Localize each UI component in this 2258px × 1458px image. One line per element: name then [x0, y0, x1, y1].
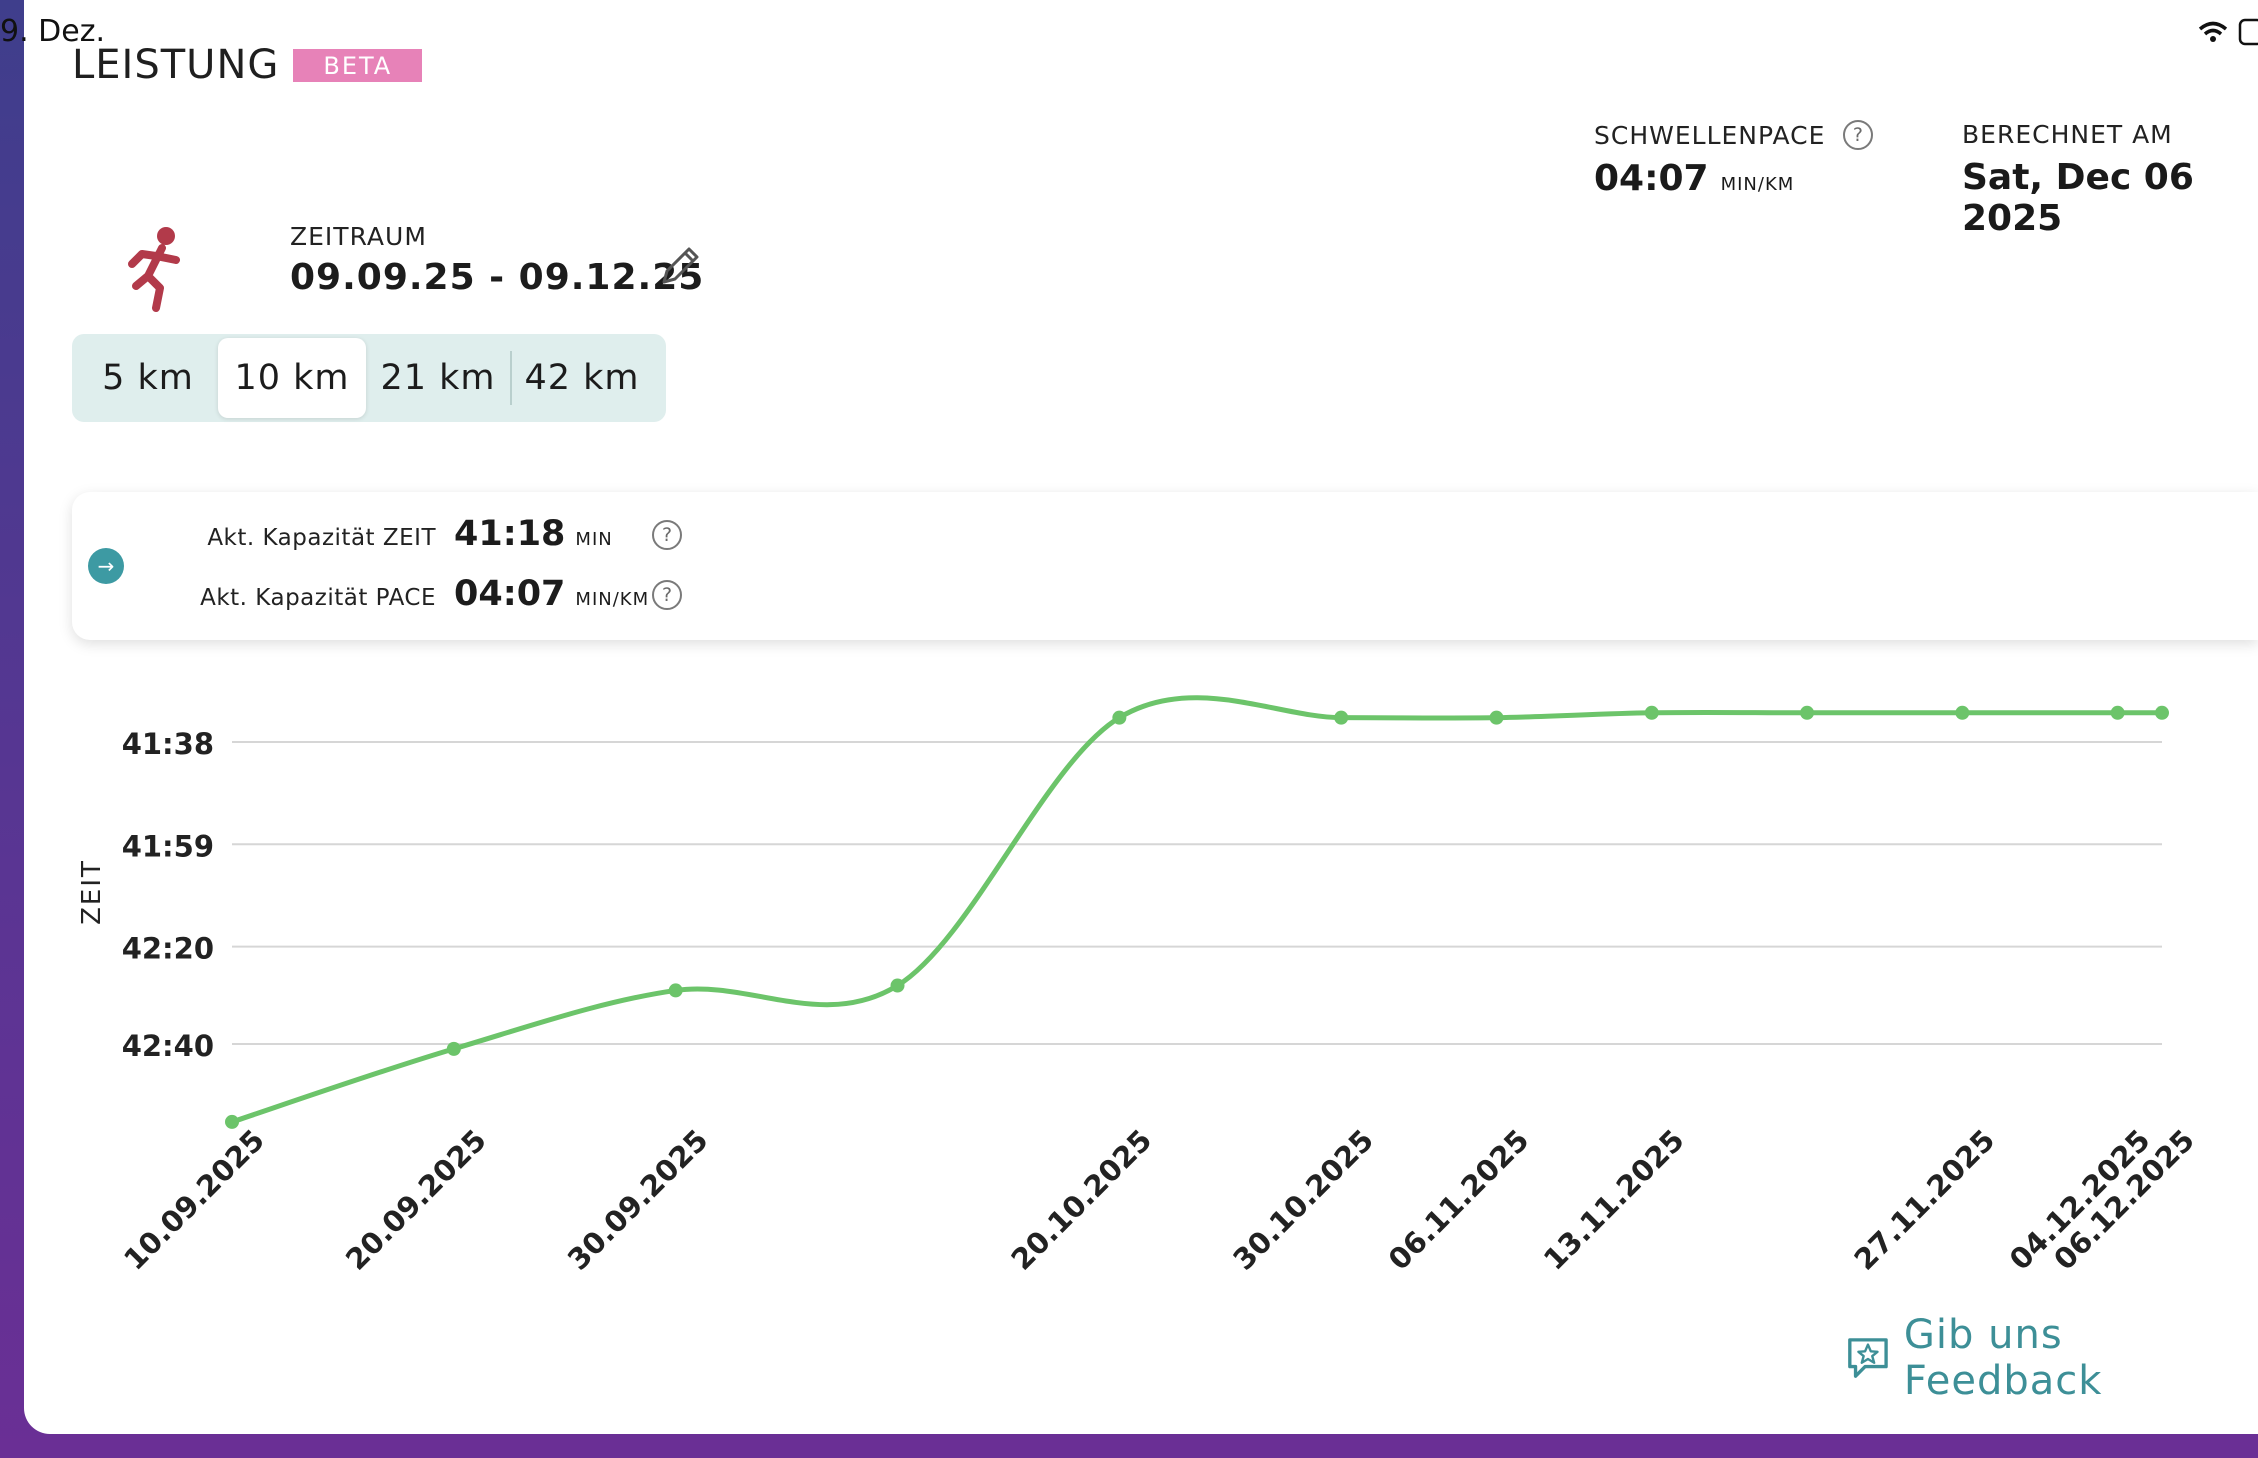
- data-point: [1334, 710, 1349, 725]
- tab-divider: [510, 351, 512, 405]
- capacity-time-label: Akt. Kapazität ZEIT: [207, 525, 436, 551]
- running-person-icon: [128, 227, 180, 312]
- period-label: ZEITRAUM: [290, 222, 427, 251]
- arrow-right-icon[interactable]: →: [88, 548, 124, 584]
- y-tick-label: 41:59: [122, 829, 214, 863]
- calculated-at: BERECHNET AM Sat, Dec 06 2025: [1962, 120, 2258, 239]
- data-point: [1955, 705, 1970, 720]
- feedback-label: Gib uns Feedback: [1903, 1312, 2103, 1404]
- series-line: [231, 695, 2162, 1125]
- header: LEISTUNG BETA: [72, 42, 423, 88]
- x-tick-label: 30.10.2025: [1226, 1123, 1380, 1277]
- period-value: 09.09.25 - 09.12.25: [290, 257, 705, 298]
- capacity-pace-unit: MIN/KM: [575, 589, 650, 610]
- threshold-pace-help-icon[interactable]: ?: [1843, 120, 1874, 150]
- x-tick-label: 20.09.2025: [339, 1123, 493, 1277]
- capacity-pace-help-icon[interactable]: ?: [652, 580, 682, 610]
- x-tick-label: 20.10.2025: [1005, 1123, 1159, 1277]
- distance-tabs: 5 km 10 km 21 km 42 km: [72, 334, 666, 422]
- data-point: [2155, 705, 2169, 720]
- data-point: [225, 1114, 239, 1129]
- capacity-pace-label: Akt. Kapazität PACE: [200, 585, 436, 611]
- performance-card: [24, 0, 2258, 1434]
- capacity-pace-value: 04:07: [454, 574, 566, 614]
- threshold-pace: SCHWELLENPACE ? 04:07 MIN/KM: [1594, 120, 1874, 199]
- y-tick-label: 42:40: [122, 1029, 214, 1063]
- threshold-pace-unit: MIN/KM: [1720, 174, 1795, 195]
- wifi-icon: [2198, 21, 2228, 42]
- feedback-star-icon: [1848, 1338, 1888, 1378]
- tab-21km[interactable]: 21 km: [380, 358, 496, 398]
- feedback-button[interactable]: Gib uns Feedback: [1846, 1312, 2258, 1404]
- beta-badge: BETA: [293, 48, 423, 82]
- x-tick-label: 10.09.2025: [117, 1123, 271, 1277]
- capacity-time-row: Akt. Kapazität ZEIT 41:18 MIN ?: [128, 514, 682, 554]
- capacity-chart: 41:38 41:59 42:20 42:40 ZEIT 10.09.2025 20.09.…: [77, 695, 2201, 1277]
- x-tick-label: 13.11.2025: [1537, 1123, 1691, 1277]
- status-icons: [2198, 18, 2258, 46]
- capacity-time-value: 41:18: [454, 514, 566, 554]
- y-tick-label: 41:38: [122, 727, 214, 761]
- x-tick-label: 30.09.2025: [561, 1123, 715, 1277]
- data-point: [1489, 710, 1504, 725]
- data-point: [1644, 705, 1659, 720]
- y-axis-label: ZEIT: [77, 859, 107, 925]
- data-point: [446, 1041, 461, 1056]
- capacity-time-unit: MIN: [575, 529, 613, 550]
- data-point: [1800, 705, 1815, 720]
- threshold-pace-value: 04:07: [1594, 158, 1709, 199]
- y-tick-label: 42:20: [122, 932, 214, 966]
- battery-icon: [2238, 18, 2258, 46]
- data-point: [2110, 705, 2125, 720]
- calculated-at-label: BERECHNET AM: [1962, 120, 2173, 149]
- threshold-pace-label: SCHWELLENPACE: [1594, 120, 1826, 150]
- capacity-panel: → Akt. Kapazität ZEIT 41:18 MIN ? Akt. K…: [72, 492, 2258, 640]
- status-time: 9. Dez.: [0, 14, 105, 49]
- tab-10km[interactable]: 10 km: [218, 338, 366, 418]
- x-tick-label: 27.11.2025: [1848, 1123, 2002, 1277]
- data-point: [668, 983, 683, 998]
- capacity-pace-row: Akt. Kapazität PACE 04:07 MIN/KM ?: [128, 574, 682, 614]
- capacity-time-help-icon[interactable]: ?: [652, 520, 682, 550]
- page-title: LEISTUNG: [72, 42, 280, 88]
- data-point: [890, 978, 905, 993]
- tab-5km[interactable]: 5 km: [102, 358, 194, 398]
- pencil-icon[interactable]: [658, 244, 702, 288]
- calculated-at-value: Sat, Dec 06 2025: [1962, 157, 2194, 239]
- period: ZEITRAUM 09.09.25 - 09.12.25: [290, 222, 704, 298]
- tab-42km[interactable]: 42 km: [524, 358, 640, 398]
- x-tick-label: 06.11.2025: [1382, 1123, 1536, 1277]
- data-point: [1112, 710, 1127, 725]
